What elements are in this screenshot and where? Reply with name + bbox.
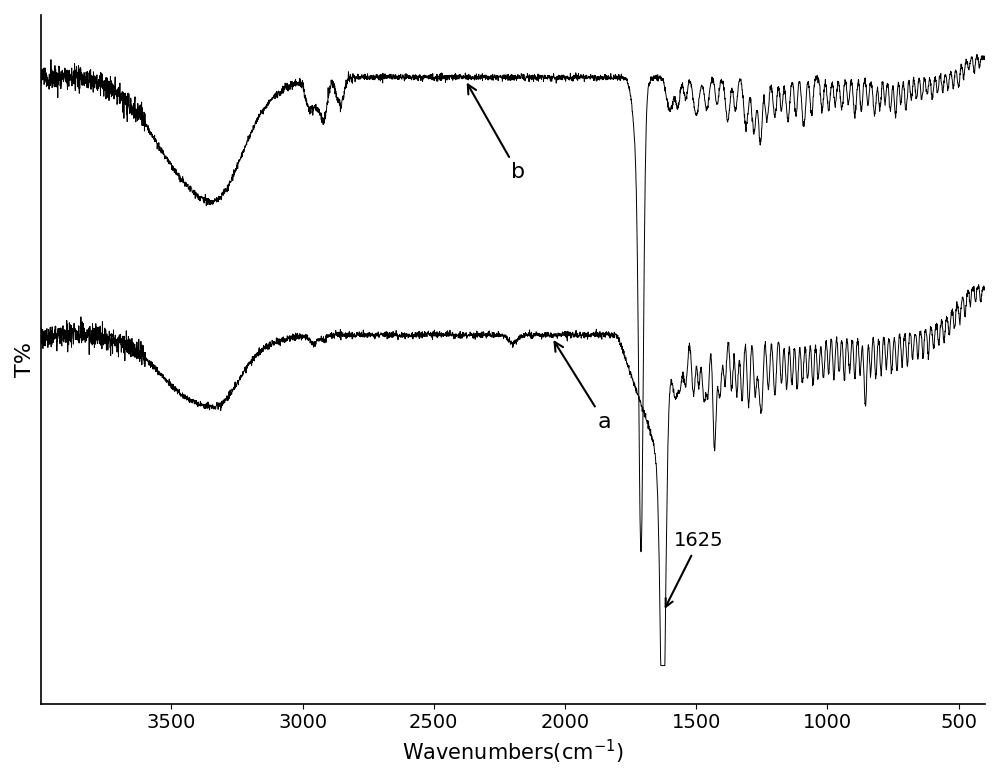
Text: a: a bbox=[555, 342, 611, 432]
Y-axis label: T%: T% bbox=[15, 342, 35, 376]
Text: 1625: 1625 bbox=[666, 531, 724, 607]
X-axis label: Wavenumbers(cm$^{-1}$): Wavenumbers(cm$^{-1}$) bbox=[402, 738, 624, 766]
Text: b: b bbox=[468, 84, 525, 182]
